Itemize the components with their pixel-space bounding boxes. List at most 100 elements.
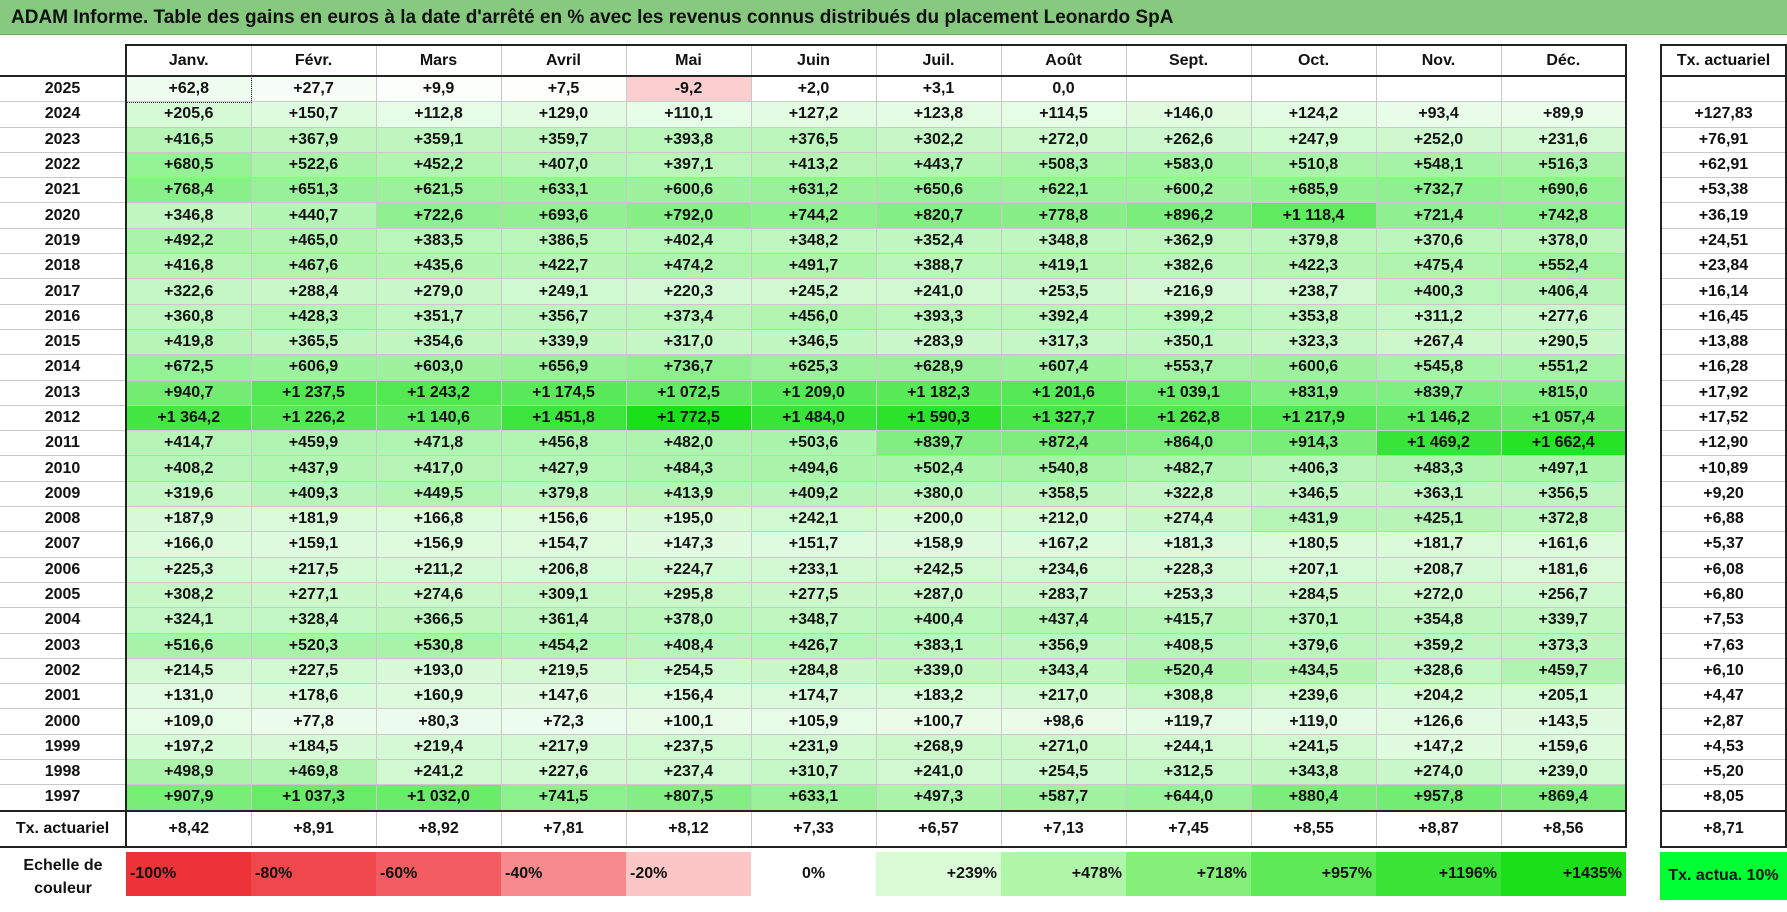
gain-cell[interactable]: +205,6: [125, 101, 252, 128]
gain-cell[interactable]: +123,8: [875, 101, 1002, 128]
gain-cell[interactable]: +238,7: [1250, 278, 1377, 305]
gain-cell[interactable]: +399,2: [1125, 303, 1252, 330]
gain-cell[interactable]: +467,6: [250, 253, 377, 280]
gain-cell[interactable]: +220,3: [625, 278, 752, 305]
gain-cell[interactable]: +957,8: [1375, 784, 1502, 812]
gain-cell[interactable]: +839,7: [1375, 379, 1502, 406]
gain-cell[interactable]: +234,6: [1000, 556, 1127, 583]
gain-cell[interactable]: +283,9: [875, 328, 1002, 356]
gain-cell[interactable]: [1375, 75, 1502, 103]
gain-cell[interactable]: +302,2: [875, 126, 1002, 153]
gain-cell[interactable]: +127,2: [750, 101, 877, 128]
gain-cell[interactable]: +247,9: [1250, 126, 1377, 153]
gain-cell[interactable]: +227,6: [500, 759, 627, 786]
gain-cell[interactable]: +283,7: [1000, 581, 1127, 609]
gain-cell[interactable]: +553,7: [1125, 354, 1252, 381]
gain-cell[interactable]: +254,5: [1000, 759, 1127, 786]
gain-cell[interactable]: +231,9: [750, 733, 877, 761]
gain-cell[interactable]: +378,0: [625, 607, 752, 634]
gain-cell[interactable]: +600,6: [625, 177, 752, 204]
gain-cell[interactable]: +249,1: [500, 278, 627, 305]
gain-cell[interactable]: +183,2: [875, 683, 1002, 710]
gain-cell[interactable]: +317,0: [625, 328, 752, 356]
gain-cell[interactable]: +388,7: [875, 253, 1002, 280]
gain-cell[interactable]: [1250, 75, 1377, 103]
gain-cell[interactable]: 0,0: [1000, 75, 1127, 103]
gain-cell[interactable]: +241,5: [1250, 733, 1377, 761]
gain-cell[interactable]: +607,4: [1000, 354, 1127, 381]
gain-cell[interactable]: +603,0: [375, 354, 502, 381]
gain-cell[interactable]: +516,6: [125, 632, 252, 659]
gain-cell[interactable]: +277,5: [750, 581, 877, 609]
gain-cell[interactable]: +408,2: [125, 455, 252, 482]
gain-cell[interactable]: +872,4: [1000, 430, 1127, 457]
gain-cell[interactable]: +126,6: [1375, 708, 1502, 735]
gain-cell[interactable]: +343,8: [1250, 759, 1377, 786]
gain-cell[interactable]: +206,8: [500, 556, 627, 583]
gain-cell[interactable]: +237,5: [625, 733, 752, 761]
gain-cell[interactable]: +241,0: [875, 278, 1002, 305]
gain-cell[interactable]: +502,4: [875, 455, 1002, 482]
gain-cell[interactable]: +456,0: [750, 303, 877, 330]
gain-cell[interactable]: +413,9: [625, 480, 752, 508]
gain-cell[interactable]: +492,2: [125, 227, 252, 255]
gain-cell[interactable]: +207,1: [1250, 556, 1377, 583]
gain-cell[interactable]: +288,4: [250, 278, 377, 305]
gain-cell[interactable]: +114,5: [1000, 101, 1127, 128]
gain-cell[interactable]: +807,5: [625, 784, 752, 812]
gain-cell[interactable]: +181,9: [250, 506, 377, 533]
gain-cell[interactable]: +459,9: [250, 430, 377, 457]
gain-cell[interactable]: +383,1: [875, 632, 1002, 659]
gain-cell[interactable]: +274,0: [1375, 759, 1502, 786]
gain-cell[interactable]: +1 201,6: [1000, 379, 1127, 406]
gain-cell[interactable]: +413,2: [750, 151, 877, 179]
gain-cell[interactable]: +129,0: [500, 101, 627, 128]
gain-cell[interactable]: +606,9: [250, 354, 377, 381]
gain-cell[interactable]: +419,8: [125, 328, 252, 356]
gain-cell[interactable]: +72,3: [500, 708, 627, 735]
gain-cell[interactable]: +1 209,0: [750, 379, 877, 406]
gain-cell[interactable]: +322,6: [125, 278, 252, 305]
gain-cell[interactable]: +181,6: [1500, 556, 1627, 583]
gain-cell[interactable]: +277,6: [1500, 303, 1627, 330]
gain-cell[interactable]: +402,4: [625, 227, 752, 255]
gain-cell[interactable]: +587,7: [1000, 784, 1127, 812]
gain-cell[interactable]: +268,9: [875, 733, 1002, 761]
gain-cell[interactable]: +271,0: [1000, 733, 1127, 761]
gain-cell[interactable]: +98,6: [1000, 708, 1127, 735]
gain-cell[interactable]: +1 039,1: [1125, 379, 1252, 406]
gain-cell[interactable]: +644,0: [1125, 784, 1252, 812]
gain-cell[interactable]: +272,0: [1000, 126, 1127, 153]
gain-cell[interactable]: +1 057,4: [1500, 404, 1627, 432]
gain-cell[interactable]: +656,9: [500, 354, 627, 381]
gain-cell[interactable]: +343,4: [1000, 657, 1127, 685]
gain-cell[interactable]: +217,5: [250, 556, 377, 583]
gain-cell[interactable]: +437,9: [250, 455, 377, 482]
gain-cell[interactable]: +180,5: [1250, 531, 1377, 558]
gain-cell[interactable]: +359,7: [500, 126, 627, 153]
gain-cell[interactable]: +62,8: [125, 75, 252, 103]
gain-cell[interactable]: +178,6: [250, 683, 377, 710]
gain-cell[interactable]: +214,5: [125, 657, 252, 685]
gain-cell[interactable]: +427,9: [500, 455, 627, 482]
gain-cell[interactable]: +239,6: [1250, 683, 1377, 710]
gain-cell[interactable]: +693,6: [500, 202, 627, 229]
gain-cell[interactable]: +1 140,6: [375, 404, 502, 432]
gain-cell[interactable]: +1 469,2: [1375, 430, 1502, 457]
gain-cell[interactable]: +435,6: [375, 253, 502, 280]
gain-cell[interactable]: +158,9: [875, 531, 1002, 558]
gain-cell[interactable]: +417,0: [375, 455, 502, 482]
gain-cell[interactable]: +426,7: [750, 632, 877, 659]
gain-cell[interactable]: +600,2: [1125, 177, 1252, 204]
gain-cell[interactable]: +319,6: [125, 480, 252, 508]
gain-cell[interactable]: +124,2: [1250, 101, 1377, 128]
gain-cell[interactable]: +869,4: [1500, 784, 1627, 812]
gain-cell[interactable]: +386,5: [500, 227, 627, 255]
gain-cell[interactable]: +475,4: [1375, 253, 1502, 280]
gain-cell[interactable]: +1 243,2: [375, 379, 502, 406]
gain-cell[interactable]: +360,8: [125, 303, 252, 330]
gain-cell[interactable]: +279,0: [375, 278, 502, 305]
gain-cell[interactable]: +454,2: [500, 632, 627, 659]
gain-cell[interactable]: +159,6: [1500, 733, 1627, 761]
gain-cell[interactable]: +241,0: [875, 759, 1002, 786]
